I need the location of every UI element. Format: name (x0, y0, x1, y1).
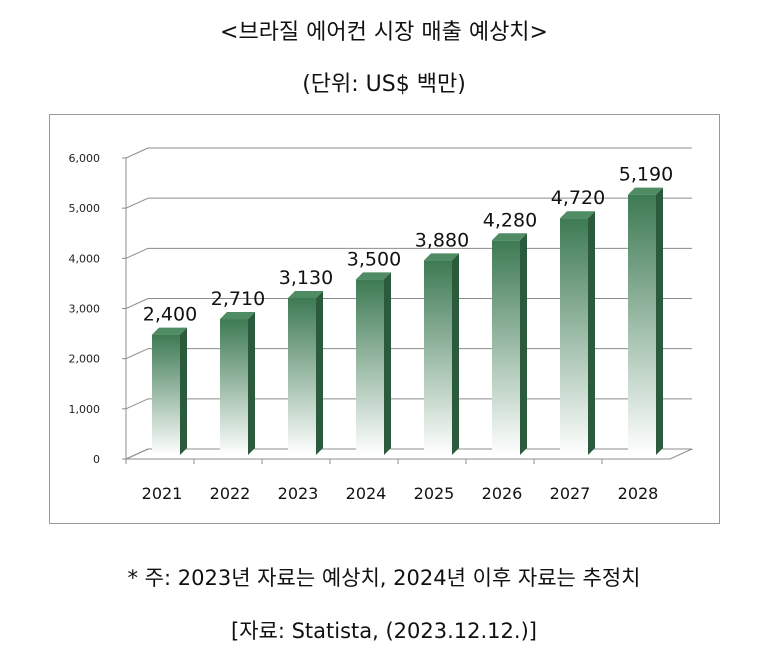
bar-front (288, 297, 316, 455)
bar-front (492, 240, 520, 455)
gridline-diagonal (125, 298, 149, 309)
chart-frame: 0 1,000 2,000 3,000 4,000 5,000 6,000 2,400 2021… (49, 114, 720, 524)
bar-top (628, 187, 663, 195)
y-tick-label: 3,000 (69, 303, 101, 316)
data-label: 3,880 (415, 229, 469, 251)
bar-top (356, 272, 391, 280)
gridline-diagonal (125, 197, 149, 209)
x-tick-label: 2021 (142, 484, 183, 503)
bar-top (424, 253, 459, 261)
chart-title: <브라질 에어컨 시장 매출 예상치> (220, 20, 548, 45)
x-tick-label: 2025 (414, 484, 455, 503)
y-tick-label: 1,000 (69, 403, 101, 416)
gridline-diagonal (125, 348, 149, 360)
bar-side (180, 327, 187, 455)
data-label: 2,400 (143, 304, 197, 326)
y-tick-label: 0 (93, 453, 100, 466)
bar-chart: 0 1,000 2,000 3,000 4,000 5,000 6,000 2,400 2021… (69, 147, 693, 503)
x-tick-label: 2022 (210, 484, 251, 503)
gridline-diagonal (125, 398, 149, 410)
x-tick-label: 2027 (550, 484, 591, 503)
bar-top (288, 290, 323, 298)
bar-side (656, 187, 663, 455)
gridline-diagonal (125, 147, 149, 159)
bar-front (356, 279, 384, 455)
bar-top (152, 327, 187, 335)
bar-front (628, 194, 656, 455)
labels: 0 1,000 2,000 3,000 4,000 5,000 6,000 2,400 2021… (69, 152, 674, 503)
x-tick-label: 2024 (346, 484, 387, 503)
bar-side (452, 253, 459, 455)
bar-top (560, 211, 595, 219)
data-label: 3,500 (347, 248, 401, 270)
bar-side (588, 211, 595, 455)
data-label: 5,190 (619, 164, 673, 186)
gridline-diagonal (125, 247, 149, 259)
y-tick-label: 4,000 (69, 252, 101, 265)
bar-front (220, 319, 248, 455)
bar-top (220, 312, 255, 320)
chart-floor (125, 448, 693, 460)
x-tick-label: 2028 (618, 484, 659, 503)
x-tick-label: 2023 (278, 484, 319, 503)
bar-front (152, 334, 180, 455)
bars (152, 187, 663, 455)
footnote: * 주: 2023년 자료는 예상치, 2024년 이후 자료는 추정치 (127, 566, 641, 590)
source-note: [자료: Statista, (2023.12.12.)] (231, 619, 537, 643)
data-label: 4,720 (551, 187, 605, 209)
bar-front (560, 218, 588, 455)
y-tick-label: 6,000 (69, 152, 101, 165)
bar-side (384, 272, 391, 455)
data-label: 2,710 (211, 288, 265, 310)
x-tick-label: 2026 (482, 484, 523, 503)
bar-top (492, 233, 527, 241)
bar-front (424, 260, 452, 455)
y-tick-label: 5,000 (69, 202, 101, 215)
bar-side (248, 312, 255, 455)
unit-label: (단위: US$ 백만) (302, 72, 466, 97)
bar-side (520, 233, 527, 455)
axes (122, 157, 693, 464)
bar-side (316, 290, 323, 455)
y-tick-label: 2,000 (69, 353, 101, 366)
data-label: 3,130 (279, 267, 333, 289)
data-label: 4,280 (483, 209, 537, 231)
